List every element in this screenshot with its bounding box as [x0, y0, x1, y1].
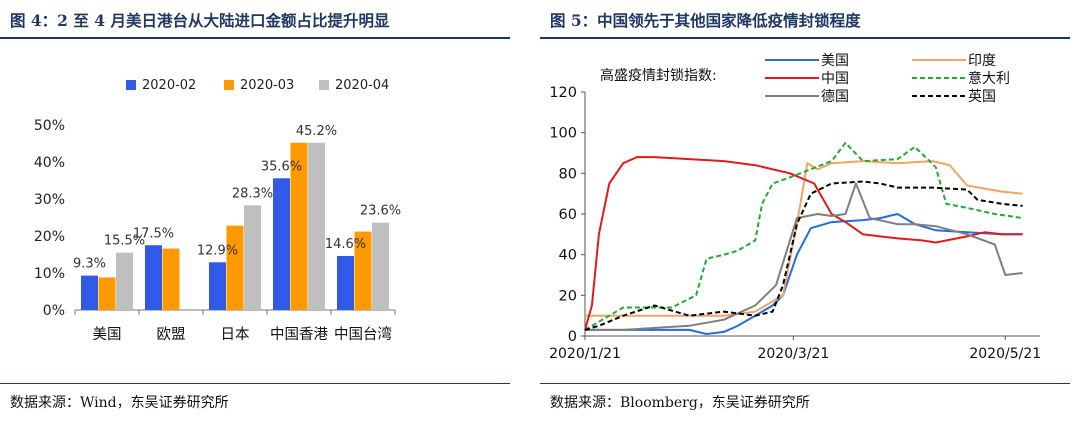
bar-中国台湾-2020-02	[337, 255, 354, 310]
legend-swatch-2020-02	[126, 80, 136, 90]
right-figure-title: 图 5：中国领先于其他国家降低疫情封锁程度	[550, 11, 861, 30]
legend-label-英国: 英国	[968, 88, 996, 105]
bar-日本-2020-04	[244, 205, 261, 310]
x-tick-label: 中国香港	[270, 326, 328, 343]
x-tick-label: 中国台湾	[334, 326, 392, 343]
y-tick-label: 20	[559, 288, 577, 304]
left-title-rule	[0, 37, 510, 39]
left-figure-title: 图 4：2 至 4 月美日港台从大陆进口金额占比提升明显	[10, 11, 390, 30]
right-source-note: 数据来源：Bloomberg，东吴证券研究所	[550, 395, 810, 411]
x-tick-label: 欧盟	[157, 326, 186, 343]
right-title-rule	[540, 37, 1070, 39]
bar-日本-2020-02	[209, 262, 226, 310]
data-label: 28.3%	[232, 186, 273, 201]
left-source-rule	[0, 383, 510, 384]
series-line-德国	[585, 182, 1023, 331]
right-panel: 图 5：中国领先于其他国家降低疫情封锁程度 0 20 40 60 80 100 120 202…	[540, 0, 1080, 421]
bar-美国-2020-03	[98, 277, 116, 310]
x-tick-label: 2020/1/21	[549, 346, 621, 362]
x-tick-label: 日本	[221, 326, 250, 343]
x-tick-label: 美国	[93, 326, 122, 343]
y-tick-label: 10%	[34, 266, 65, 282]
x-tick-label: 2020/5/21	[969, 346, 1041, 362]
bar-中国香港-2020-04	[308, 142, 325, 310]
legend-label-德国: 德国	[821, 89, 849, 105]
data-label: 23.6%	[360, 204, 401, 219]
y-tick-label: 40%	[34, 155, 65, 171]
y-tick-label: 0	[568, 329, 577, 345]
data-label: 9.3%	[73, 257, 106, 272]
bar-chart: 2020-02 2020-03 2020-04 0% 10% 20% 30% 40% 50% 美国…	[34, 78, 401, 343]
y-tick-label: 60	[559, 207, 577, 223]
bar-中国香港-2020-03	[290, 142, 308, 310]
legend-title: 高盛疫情封锁指数:	[600, 67, 717, 84]
legend-label-2020-02: 2020-02	[142, 78, 196, 93]
data-label: 35.6%	[261, 159, 302, 174]
bar-欧盟-2020-03	[162, 248, 180, 310]
line-chart: 0 20 40 60 80 100 120 2020/1/21 2020/3/21 2020/5/…	[549, 53, 1041, 362]
series-line-英国	[584, 180, 1023, 331]
data-label: 12.9%	[197, 243, 238, 258]
bar-欧盟-2020-02	[145, 245, 162, 310]
data-label: 15.5%	[104, 234, 145, 249]
y-tick-label: 40	[559, 248, 577, 264]
y-tick-label: 80	[559, 166, 577, 182]
series-line-印度	[585, 160, 1023, 317]
bar-美国-2020-04	[116, 252, 133, 310]
data-label: 17.5%	[133, 226, 174, 241]
legend-label-意大利: 意大利	[968, 70, 1010, 87]
bar-美国-2020-02	[81, 275, 98, 310]
data-label: 14.6%	[325, 237, 366, 252]
y-tick-label: 0%	[43, 303, 65, 319]
series-line-美国	[585, 213, 1023, 335]
series-line-中国	[584, 156, 1023, 331]
legend-label-美国: 美国	[821, 53, 849, 69]
y-tick-label: 20%	[34, 229, 65, 245]
left-panel: 图 4：2 至 4 月美日港台从大陆进口金额占比提升明显 2020-02 2020…	[0, 0, 520, 421]
y-tick-label: 100	[549, 126, 577, 142]
legend-swatch-2020-04	[319, 80, 329, 90]
data-label: 45.2%	[296, 124, 337, 139]
right-source-rule	[540, 383, 1070, 384]
bar-中国台湾-2020-03	[354, 231, 372, 310]
legend-label-中国: 中国	[821, 71, 849, 87]
y-tick-label: 120	[549, 85, 577, 101]
legend-label-2020-04: 2020-04	[335, 78, 389, 93]
legend-label-印度: 印度	[968, 53, 996, 69]
bar-中国香港-2020-02	[273, 178, 290, 310]
legend-swatch-2020-03	[224, 80, 234, 90]
left-source-note: 数据来源：Wind，东吴证券研究所	[10, 395, 229, 411]
y-tick-label: 30%	[34, 192, 65, 208]
bar-中国台湾-2020-04	[372, 222, 389, 310]
y-tick-label: 50%	[34, 118, 65, 134]
legend-label-2020-03: 2020-03	[240, 78, 294, 93]
series-line-意大利	[584, 141, 1023, 331]
bar-日本-2020-03	[226, 225, 244, 310]
x-tick-label: 2020/3/21	[757, 346, 829, 362]
